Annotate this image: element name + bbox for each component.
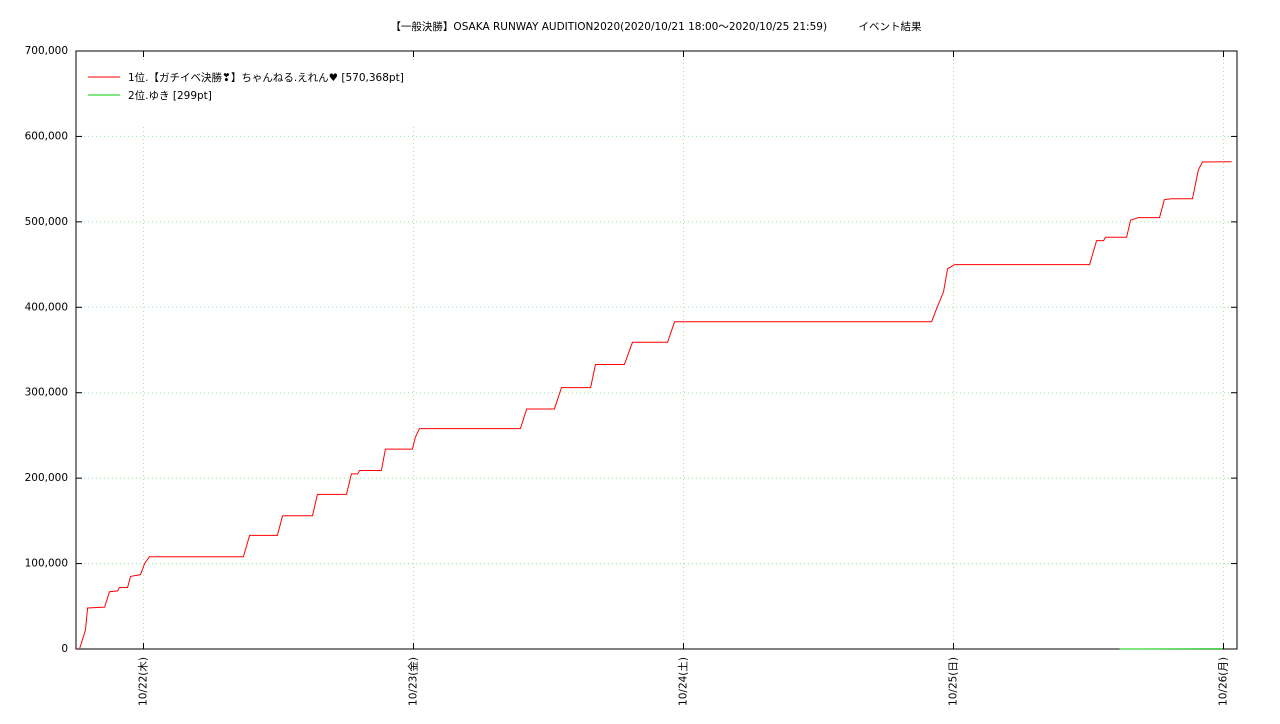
y-tick-label: 700,000 — [25, 45, 68, 57]
legend-label: 1位.【ガチイベ決勝❣】ちゃんねる.えれん♥ [570,368pt] — [128, 71, 404, 84]
y-tick-label: 300,000 — [25, 387, 68, 399]
series-line — [80, 162, 1232, 649]
y-tick-label: 200,000 — [25, 472, 68, 484]
y-tick-label: 500,000 — [25, 216, 68, 228]
x-tick-label: 10/26(月) — [1218, 657, 1230, 706]
y-tick-label: 600,000 — [25, 130, 68, 142]
y-tick-label: 0 — [61, 643, 68, 655]
x-tick-label: 10/23(金) — [407, 657, 420, 706]
y-tick-label: 400,000 — [25, 301, 68, 313]
chart-title: 【一般決勝】OSAKA RUNWAY AUDITION2020(2020/10/… — [390, 20, 922, 33]
legend-label: 2位.ゆき [299pt] — [128, 89, 212, 102]
plot-frame — [76, 51, 1237, 649]
x-tick-label: 10/22(木) — [138, 657, 150, 706]
y-tick-label: 100,000 — [25, 558, 68, 570]
x-tick-label: 10/24(土) — [677, 657, 690, 706]
x-tick-label: 10/25(日) — [948, 657, 960, 706]
